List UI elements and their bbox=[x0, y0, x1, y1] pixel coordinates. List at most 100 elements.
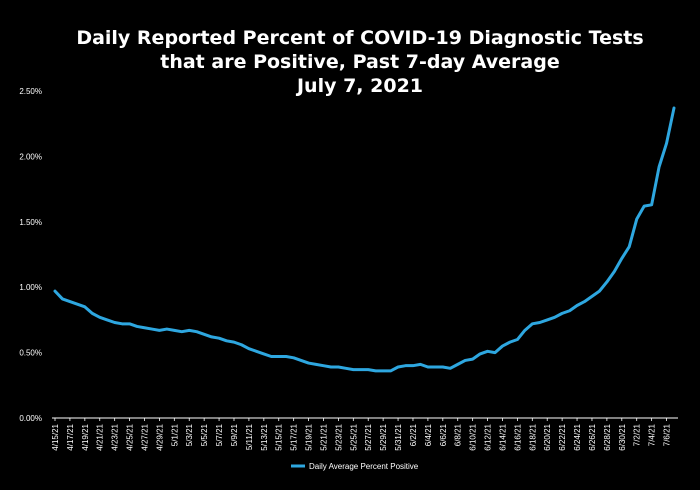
data-point bbox=[472, 358, 474, 360]
data-point bbox=[576, 304, 578, 307]
chart-title-line-1: Daily Reported Percent of COVID-19 Diagn… bbox=[76, 27, 643, 49]
data-point bbox=[516, 338, 518, 341]
x-axis: 4/15/21 4/17/21 4/19/21 4/21/21 4/23/21 4/25/… bbox=[51, 418, 672, 451]
x-tick-label: 5/15/21 bbox=[275, 423, 284, 450]
x-tick-label: 4/25/21 bbox=[126, 423, 135, 450]
x-tick-label: 5/9/21 bbox=[230, 423, 239, 446]
data-point bbox=[196, 331, 198, 333]
data-point bbox=[128, 323, 131, 325]
x-tick-label: 5/11/21 bbox=[245, 423, 254, 450]
data-point bbox=[636, 218, 638, 220]
x-tick-label: 7/2/21 bbox=[633, 423, 642, 446]
data-point bbox=[568, 310, 571, 312]
data-point bbox=[524, 329, 526, 331]
x-tick-label: 5/29/21 bbox=[379, 423, 388, 450]
data-point bbox=[114, 321, 116, 324]
x-tick-label: 6/16/21 bbox=[513, 423, 522, 450]
legend: Daily Average Percent Positive bbox=[291, 462, 419, 471]
data-point bbox=[181, 331, 183, 333]
data-point bbox=[375, 370, 377, 372]
x-tick-label: 5/1/21 bbox=[170, 423, 179, 446]
data-point bbox=[248, 348, 250, 350]
data-point bbox=[598, 290, 601, 292]
data-point bbox=[583, 300, 586, 303]
y-tick-label: 1.50% bbox=[19, 218, 42, 227]
x-tick-label: 6/12/21 bbox=[484, 423, 493, 450]
data-point bbox=[591, 295, 593, 297]
data-point bbox=[293, 357, 295, 359]
x-tick-label: 6/14/21 bbox=[498, 423, 507, 450]
legend-label: Daily Average Percent Positive bbox=[309, 462, 419, 471]
y-tick-label: 2.00% bbox=[19, 152, 42, 161]
data-point bbox=[76, 303, 78, 305]
x-tick-label: 6/24/21 bbox=[573, 423, 582, 450]
data-point bbox=[539, 321, 541, 324]
x-tick-label: 4/15/21 bbox=[51, 423, 60, 450]
data-point bbox=[233, 341, 235, 343]
data-point bbox=[665, 142, 668, 144]
data-point bbox=[673, 107, 675, 109]
x-tick-label: 7/4/21 bbox=[648, 423, 657, 446]
data-point bbox=[360, 369, 362, 371]
data-point bbox=[412, 365, 414, 367]
y-tick-label: 2.50% bbox=[19, 87, 42, 96]
x-tick-label: 5/27/21 bbox=[364, 423, 373, 450]
x-tick-label: 6/28/21 bbox=[603, 423, 612, 450]
data-point bbox=[419, 363, 422, 365]
data-point bbox=[54, 290, 56, 292]
data-point bbox=[651, 204, 653, 206]
data-point bbox=[479, 353, 481, 355]
data-point bbox=[300, 359, 302, 362]
data-point bbox=[263, 353, 265, 355]
chart-title: Daily Reported Percent of COVID-19 Diagn… bbox=[76, 27, 643, 97]
x-tick-label: 7/6/21 bbox=[663, 423, 672, 446]
data-point bbox=[225, 340, 228, 342]
data-point bbox=[322, 365, 325, 367]
data-point bbox=[173, 329, 175, 331]
data-point bbox=[270, 355, 272, 358]
x-tick-label: 4/19/21 bbox=[81, 423, 90, 450]
x-tick-label: 5/3/21 bbox=[185, 423, 194, 446]
data-point bbox=[546, 319, 548, 321]
x-tick-label: 6/10/21 bbox=[469, 423, 478, 450]
x-tick-label: 5/21/21 bbox=[319, 423, 328, 450]
x-tick-label: 6/8/21 bbox=[454, 423, 463, 446]
chart-title-line-2: that are Positive, Past 7-day Average bbox=[160, 51, 559, 73]
data-point bbox=[337, 366, 339, 368]
x-tick-label: 5/7/21 bbox=[215, 423, 224, 446]
x-tick-label: 4/27/21 bbox=[140, 423, 149, 450]
data-point bbox=[382, 370, 384, 372]
data-point bbox=[69, 300, 71, 303]
data-point bbox=[442, 366, 444, 368]
data-point bbox=[240, 344, 243, 346]
data-point bbox=[643, 205, 645, 207]
x-tick-label: 4/21/21 bbox=[96, 423, 105, 450]
data-point bbox=[345, 367, 347, 369]
x-tick-label: 4/17/21 bbox=[66, 423, 75, 450]
data-point bbox=[188, 329, 190, 331]
data-point bbox=[121, 323, 123, 325]
data-point bbox=[367, 369, 369, 371]
data-point bbox=[621, 257, 623, 260]
x-tick-label: 5/23/21 bbox=[334, 423, 343, 450]
y-tick-label: 0.50% bbox=[19, 349, 42, 358]
data-point bbox=[352, 369, 354, 371]
x-tick-label: 5/19/21 bbox=[305, 423, 314, 450]
data-point bbox=[427, 366, 429, 368]
data-point bbox=[330, 366, 332, 368]
data-point bbox=[91, 312, 93, 314]
data-point bbox=[143, 327, 146, 329]
data-point bbox=[606, 281, 608, 283]
data-point bbox=[509, 341, 511, 343]
x-tick-label: 6/18/21 bbox=[528, 423, 537, 450]
data-point bbox=[106, 319, 108, 321]
data-point bbox=[501, 345, 504, 347]
data-point bbox=[151, 328, 153, 330]
x-tick-label: 5/31/21 bbox=[394, 423, 403, 450]
data-point bbox=[158, 329, 161, 331]
x-tick-label: 6/2/21 bbox=[409, 423, 418, 446]
data-point bbox=[285, 355, 287, 358]
data-point bbox=[99, 316, 101, 318]
x-tick-label: 6/4/21 bbox=[424, 423, 433, 446]
data-point bbox=[486, 350, 489, 352]
